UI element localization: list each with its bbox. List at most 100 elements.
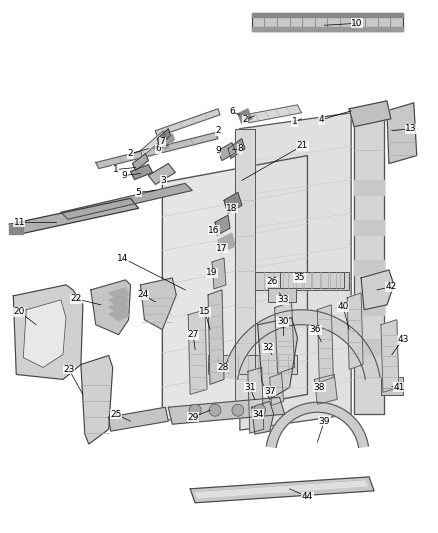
Polygon shape — [162, 156, 307, 421]
Polygon shape — [157, 129, 170, 146]
Polygon shape — [188, 310, 207, 394]
Polygon shape — [133, 154, 148, 171]
Polygon shape — [248, 367, 264, 433]
Text: 33: 33 — [277, 295, 288, 304]
Polygon shape — [141, 278, 176, 330]
Text: 2: 2 — [242, 115, 247, 124]
Polygon shape — [349, 101, 391, 127]
Text: 1: 1 — [113, 165, 119, 174]
Polygon shape — [354, 340, 384, 354]
Text: 15: 15 — [199, 307, 211, 316]
Polygon shape — [163, 134, 174, 150]
Circle shape — [189, 404, 201, 416]
Polygon shape — [109, 302, 129, 314]
Text: 26: 26 — [266, 277, 277, 286]
Text: 24: 24 — [137, 290, 148, 300]
Polygon shape — [109, 288, 129, 300]
Polygon shape — [168, 397, 285, 424]
Bar — [279, 272, 344, 288]
Polygon shape — [252, 401, 274, 434]
Polygon shape — [387, 103, 417, 164]
Bar — [268, 288, 296, 302]
Text: 8: 8 — [237, 144, 243, 153]
Bar — [208, 354, 297, 375]
Bar — [255, 272, 349, 290]
Polygon shape — [381, 320, 399, 392]
Text: 41: 41 — [393, 383, 405, 392]
Text: 37: 37 — [264, 387, 276, 396]
Polygon shape — [354, 113, 384, 414]
Polygon shape — [238, 109, 252, 124]
Text: 35: 35 — [294, 273, 305, 282]
Polygon shape — [96, 133, 218, 168]
Text: 22: 22 — [70, 294, 81, 303]
Text: 18: 18 — [226, 204, 238, 213]
Polygon shape — [354, 220, 384, 235]
Text: 2: 2 — [215, 126, 221, 135]
Polygon shape — [23, 300, 66, 367]
Polygon shape — [218, 143, 236, 160]
Polygon shape — [223, 310, 380, 379]
Text: 43: 43 — [397, 335, 409, 344]
Text: 32: 32 — [262, 343, 273, 352]
Text: 6: 6 — [229, 107, 235, 116]
Polygon shape — [109, 407, 168, 431]
Text: 44: 44 — [302, 492, 313, 502]
Text: 16: 16 — [208, 225, 220, 235]
Text: 14: 14 — [117, 254, 128, 263]
Polygon shape — [354, 260, 384, 275]
Bar — [381, 377, 403, 395]
Polygon shape — [224, 192, 242, 213]
Text: 23: 23 — [63, 365, 74, 374]
Polygon shape — [228, 139, 245, 158]
Text: 30: 30 — [277, 317, 288, 326]
Polygon shape — [131, 165, 152, 180]
Text: 6: 6 — [155, 144, 161, 153]
Polygon shape — [148, 164, 175, 184]
Text: 2: 2 — [128, 149, 134, 158]
Circle shape — [254, 404, 266, 416]
Polygon shape — [9, 198, 138, 234]
Polygon shape — [81, 356, 113, 444]
Circle shape — [209, 404, 221, 416]
Text: 25: 25 — [110, 410, 121, 419]
Polygon shape — [212, 258, 226, 289]
Polygon shape — [190, 477, 374, 503]
Polygon shape — [347, 293, 363, 369]
Polygon shape — [208, 290, 224, 384]
Polygon shape — [109, 309, 129, 321]
Polygon shape — [235, 129, 255, 414]
Text: 36: 36 — [310, 325, 321, 334]
Polygon shape — [195, 480, 367, 498]
Text: 19: 19 — [206, 269, 218, 278]
Text: 5: 5 — [136, 188, 141, 197]
Polygon shape — [361, 270, 394, 310]
Polygon shape — [218, 233, 235, 253]
Polygon shape — [13, 285, 83, 379]
Text: 9: 9 — [122, 171, 127, 180]
Text: 17: 17 — [216, 244, 228, 253]
Bar — [252, 13, 403, 31]
Polygon shape — [270, 374, 283, 405]
Text: 4: 4 — [318, 115, 324, 124]
Polygon shape — [155, 109, 220, 136]
Text: 20: 20 — [14, 307, 25, 316]
Text: 11: 11 — [14, 218, 25, 227]
Text: 7: 7 — [159, 137, 165, 146]
Text: 29: 29 — [187, 413, 199, 422]
Polygon shape — [141, 131, 165, 157]
Text: 13: 13 — [405, 124, 417, 133]
Polygon shape — [354, 181, 384, 196]
Text: 9: 9 — [215, 146, 221, 155]
Polygon shape — [318, 305, 333, 382]
Text: 3: 3 — [160, 176, 166, 185]
Polygon shape — [258, 318, 297, 399]
Text: 38: 38 — [314, 383, 325, 392]
Text: 34: 34 — [252, 410, 263, 419]
Polygon shape — [61, 183, 192, 219]
Text: 27: 27 — [187, 330, 199, 339]
Text: 40: 40 — [338, 302, 349, 311]
Polygon shape — [9, 224, 23, 234]
Text: 31: 31 — [244, 383, 255, 392]
Polygon shape — [109, 295, 129, 307]
